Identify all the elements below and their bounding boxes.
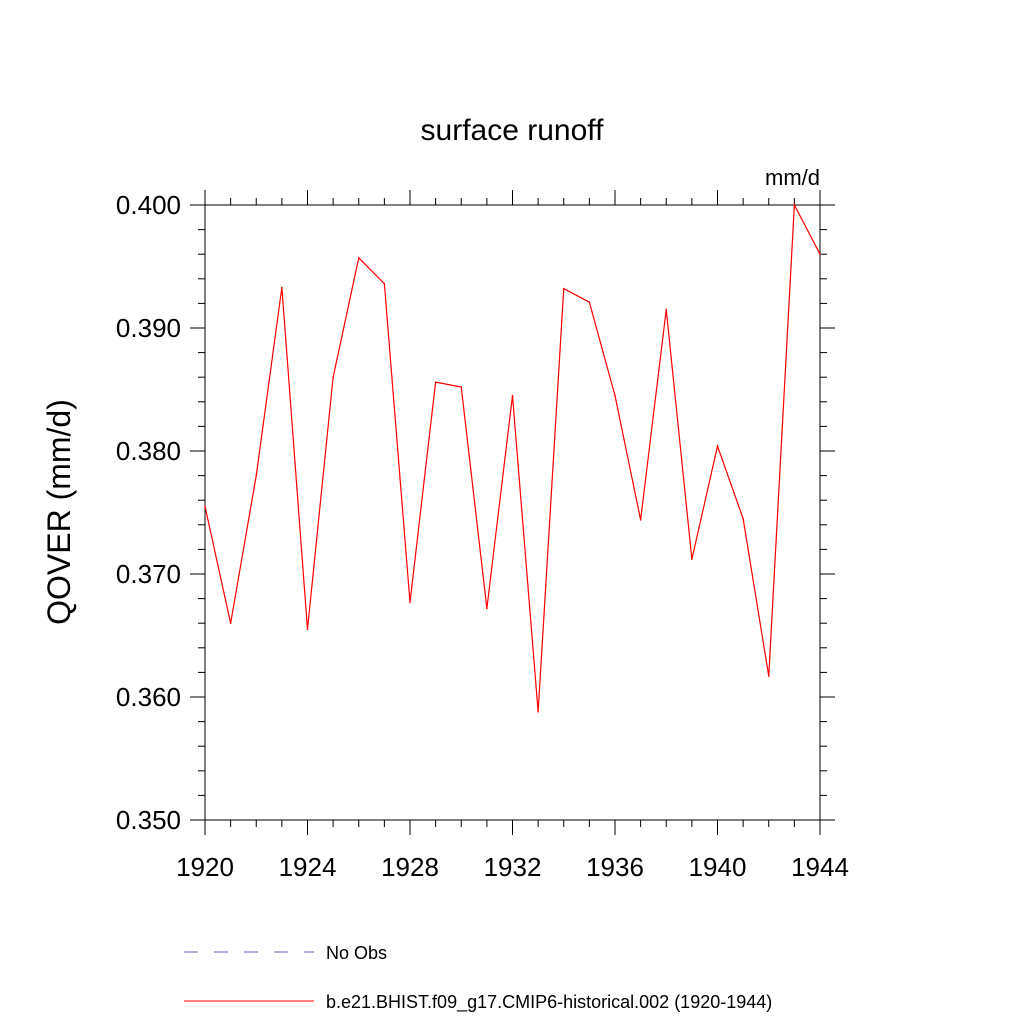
x-tick-label: 1944 <box>791 852 849 882</box>
units-label: mm/d <box>765 165 820 190</box>
y-tick-label: 0.370 <box>116 559 181 589</box>
series-line <box>204 202 821 712</box>
data-point <box>819 253 821 255</box>
data-point <box>409 601 411 604</box>
x-tick-label: 1928 <box>381 852 439 882</box>
data-point <box>486 607 488 610</box>
x-tick-label: 1932 <box>484 852 542 882</box>
data-point <box>588 301 591 303</box>
data-point <box>460 386 463 388</box>
data-point <box>562 287 565 290</box>
y-tick-label: 0.400 <box>116 190 181 220</box>
data-point <box>614 394 616 397</box>
data-point <box>537 710 539 713</box>
data-lines <box>204 202 821 713</box>
data-point <box>665 308 668 311</box>
x-tick-label: 1936 <box>586 852 644 882</box>
y-tick-label: 0.380 <box>116 436 181 466</box>
data-point <box>255 474 258 477</box>
y-tick-label: 0.350 <box>116 805 181 835</box>
legend-label: b.e21.BHIST.f09_g17.CMIP6-historical.002… <box>326 992 772 1013</box>
x-tick-label: 1940 <box>689 852 747 882</box>
chart-title: surface runoff <box>421 114 605 147</box>
legend: No Obs b.e21.BHIST.f09_g17.CMIP6-historic… <box>184 943 772 1013</box>
y-axis-label: QOVER (mm/d) <box>41 399 77 625</box>
data-point <box>691 558 693 561</box>
data-point <box>281 286 283 289</box>
y-tick-label: 0.360 <box>116 682 181 712</box>
data-point <box>332 376 334 379</box>
data-point <box>639 519 642 521</box>
data-point <box>742 517 744 520</box>
x-tick-label: 1924 <box>279 852 337 882</box>
x-tick-label: 1920 <box>176 852 234 882</box>
data-point <box>229 622 232 624</box>
data-point <box>511 394 514 397</box>
plot-frame <box>204 204 821 821</box>
data-point <box>793 204 796 206</box>
axis-tick-labels: 1920 1924 1928 1932 1936 1940 1944 0.350 0.360 0.… <box>116 190 849 882</box>
data-point <box>716 445 719 447</box>
data-point <box>306 628 309 631</box>
data-point <box>767 675 770 677</box>
data-point <box>357 257 360 259</box>
axis-ticks <box>190 190 835 835</box>
data-point <box>204 505 206 508</box>
data-point <box>383 282 386 285</box>
legend-label: No Obs <box>326 943 387 963</box>
y-tick-label: 0.390 <box>116 313 181 343</box>
data-point <box>434 381 437 383</box>
